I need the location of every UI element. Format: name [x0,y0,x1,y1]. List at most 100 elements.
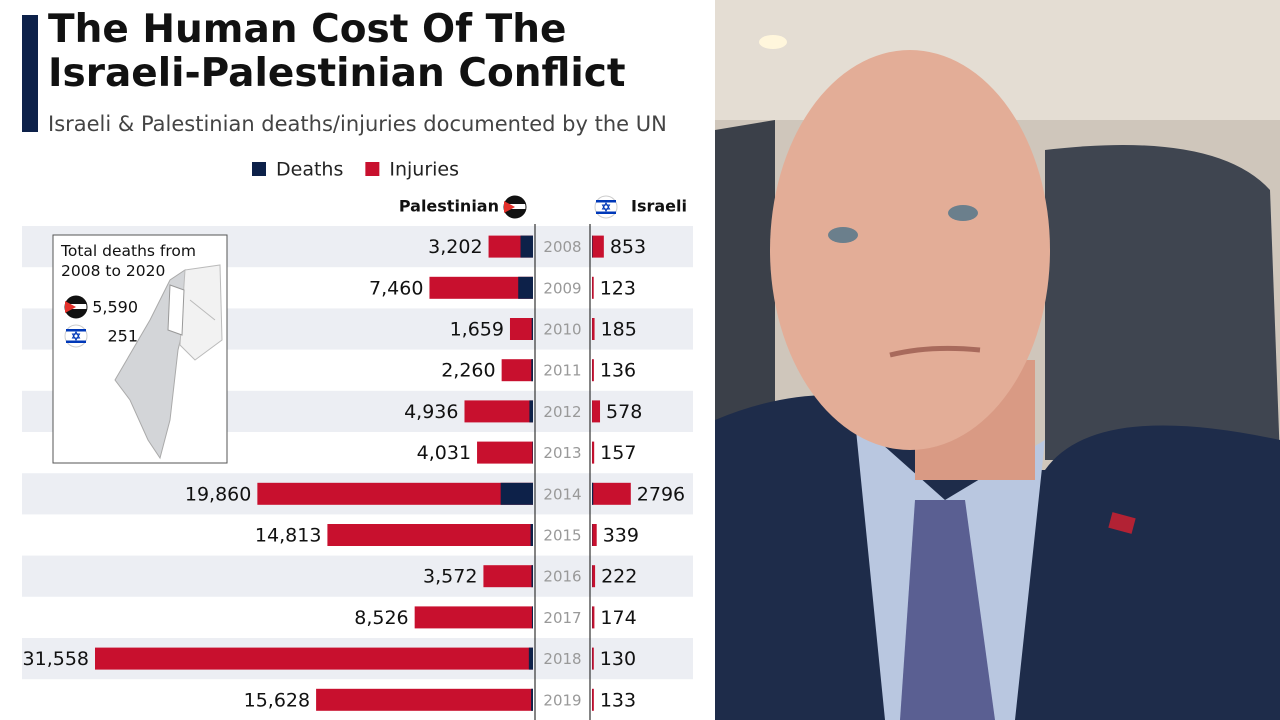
injury-bar [592,482,631,505]
death-bar [520,235,533,258]
flag-stripe [596,200,616,203]
year-label: 2011 [543,362,581,380]
death-bar [592,482,594,505]
face [770,50,1050,450]
injury-bar [316,688,533,711]
flag-star [601,202,611,212]
series-header: Palestinian [399,197,499,216]
injury-bar [592,359,594,382]
value-label: 4,031 [417,442,471,464]
value-label: 123 [600,277,636,299]
injury-bar [257,482,533,505]
value-label: 3,202 [428,236,482,258]
legend-label: Deaths [276,159,343,181]
injury-bar [477,441,533,464]
flag-icon [594,195,618,219]
injury-bar [483,565,533,588]
inset-value: 251 [107,327,138,346]
flag-pin [1108,512,1136,534]
inset-title: Total deaths from 2008 to 2020 [61,242,196,280]
year-label: 2010 [543,321,581,339]
injury-bar [592,235,604,258]
injury-bar [464,400,533,423]
chart-subtitle: Israeli & Palestinian deaths/injuries do… [48,112,667,136]
value-label: 1,659 [450,319,504,341]
value-label: 157 [600,442,636,464]
death-bar [531,318,533,340]
inset-map [167,284,185,336]
chart: Deaths Injuries Palestinian Israeli 2008 3,20… [22,15,693,720]
value-label: 19,860 [185,483,251,505]
value-label: 174 [600,607,636,629]
year-label: 2016 [543,568,581,586]
value-label: 4,936 [404,401,458,423]
value-label: 222 [601,566,637,588]
injury-bar [509,318,533,340]
death-bar [531,359,533,382]
flag-stripe [65,304,87,309]
injury-bar [592,688,594,711]
value-label: 14,813 [255,525,321,547]
tie [900,500,995,720]
injury-bar [592,565,596,588]
injury-bar [592,647,594,670]
death-bar [531,606,533,629]
death-bar [531,565,533,588]
injury-bar [592,276,594,299]
value-label: 2,260 [441,360,495,382]
year-label: 2008 [543,238,581,256]
flag-stripe [66,340,86,343]
death-bar [529,400,533,423]
flag-triangle [504,201,515,213]
flag-stripe [66,329,86,332]
flag-star [71,331,81,341]
flag-stripe [596,211,616,214]
death-bar [531,688,533,711]
year-label: 2017 [543,609,581,627]
value-label: 853 [610,236,646,258]
death-bar [518,276,533,299]
injury-bar [592,606,595,629]
chart-title: The Human Cost Of The Israeli-Palestinia… [48,7,626,96]
legend-swatch [252,162,266,176]
eye [828,227,858,243]
flag-icon [64,324,88,348]
year-label: 2019 [543,691,581,709]
injury-bar [592,318,595,340]
death-bar [530,524,533,546]
injury-bar [327,524,533,546]
death-bar [500,482,533,505]
year-label: 2015 [543,527,581,545]
value-label: 136 [600,360,636,382]
death-bar [532,441,533,464]
inset-value: 5,590 [92,298,138,317]
series-header: Israeli [631,197,687,216]
flag-triangle [65,301,76,313]
value-label: 7,460 [369,277,423,299]
eye [948,205,978,221]
mouth [889,345,981,358]
injury-bar [501,359,533,382]
value-label: 31,558 [23,648,89,670]
cabin-light [759,35,787,49]
year-label: 2018 [543,650,581,668]
value-label: 185 [601,319,637,341]
injury-bar [414,606,533,629]
injury-bar [592,400,601,423]
death-bar [528,647,533,670]
value-label: 15,628 [244,689,310,711]
value-label: 578 [606,401,642,423]
title-accent [22,15,38,132]
value-label: 130 [600,648,636,670]
value-label: 2796 [637,483,685,505]
year-label: 2013 [543,444,581,462]
seat-right [1045,145,1280,460]
row-band [22,555,693,597]
injury-bar [592,524,597,546]
injury-bar [95,647,533,670]
value-label: 3,572 [423,566,477,588]
year-label: 2009 [543,279,581,297]
value-label: 133 [600,689,636,711]
injury-bar [592,441,595,464]
